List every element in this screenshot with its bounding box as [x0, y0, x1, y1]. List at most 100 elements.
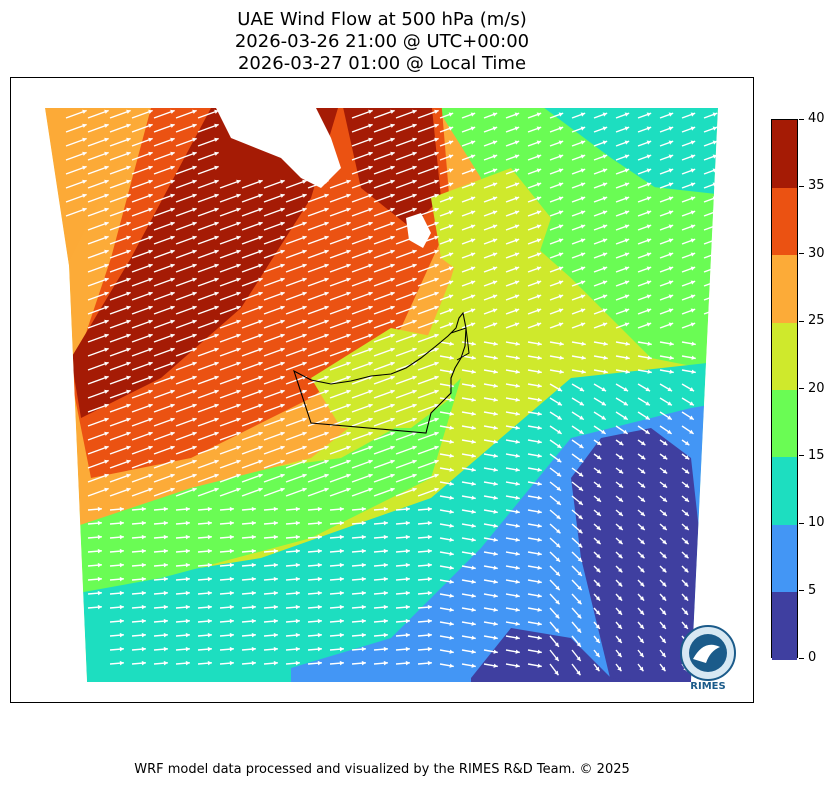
wind-arrow-head: [617, 666, 622, 672]
wind-arrow-head: [434, 347, 439, 352]
wind-arrow-head: [690, 294, 696, 299]
wind-arrow-head: [258, 445, 263, 450]
wind-arrow-head: [712, 224, 718, 229]
wind-arrow-head: [280, 445, 285, 450]
wind-arrow-head: [434, 431, 439, 436]
wind-arrow-head: [647, 369, 652, 374]
wind-arrow-head: [557, 429, 562, 434]
wind-arrow-head: [536, 140, 542, 145]
wind-arrow-head: [434, 221, 439, 226]
wind-arrow-head: [578, 529, 583, 534]
wind-arrow-head: [273, 646, 278, 652]
colorbar-tick-label: 30: [808, 245, 825, 261]
wind-arrow-head: [492, 224, 498, 229]
wind-arrow-head: [595, 610, 600, 615]
wind-arrow-head: [515, 355, 520, 360]
wind-arrow-head: [536, 182, 542, 187]
wind-arrow-head: [390, 207, 395, 212]
wind-arrow-head: [148, 319, 153, 324]
wind-arrow-head: [669, 369, 674, 374]
wind-arrow-head: [580, 112, 586, 117]
wind-arrow-head: [470, 238, 476, 243]
wind-arrow-head: [617, 567, 623, 573]
wind-arrow-head: [645, 387, 651, 392]
wind-arrow-head: [368, 123, 373, 128]
wind-arrow-head: [624, 182, 630, 187]
wind-arrow-head: [646, 210, 652, 215]
wind-arrow-head: [449, 565, 454, 570]
wind-arrow-head: [82, 137, 87, 142]
wind-arrow-head: [346, 459, 351, 464]
wind-arrow-head: [427, 520, 432, 526]
wind-arrow-head: [536, 308, 542, 313]
wind-arrow-head: [639, 596, 645, 601]
wind-arrow-head: [339, 534, 344, 540]
wind-arrow-head: [624, 308, 630, 313]
wind-arrow-head: [595, 652, 600, 658]
wind-arrow-head: [471, 537, 476, 542]
wind-arrow-head: [368, 487, 373, 492]
wind-arrow-head: [690, 182, 696, 187]
wind-arrow-head: [434, 151, 439, 156]
wind-arrow-head: [558, 182, 564, 187]
wind-arrow-head: [163, 590, 168, 596]
wind-arrow-head: [317, 562, 322, 568]
wind-arrow-head: [324, 459, 329, 464]
wind-arrow-head: [471, 481, 476, 486]
wind-arrow-head: [361, 506, 366, 512]
wind-arrow-head: [405, 632, 410, 638]
wind-arrow-head: [578, 443, 584, 449]
wind-arrow-head: [646, 224, 652, 229]
wind-arrow-head: [251, 548, 256, 554]
wind-arrow-head: [624, 280, 630, 285]
wind-arrow-head: [434, 403, 439, 408]
wind-arrow-head: [661, 567, 667, 573]
wind-arrow-head: [492, 182, 498, 187]
wind-arrow-head: [412, 193, 417, 198]
chart-title-line2: 2026-03-26 21:00 @ UTC+00:00: [234, 31, 530, 52]
wind-arrow-head: [214, 221, 219, 226]
wind-vectors: [65, 109, 718, 676]
wind-arrow-head: [368, 333, 373, 338]
wind-arrow-head: [229, 534, 234, 540]
wind-arrow-head: [148, 249, 153, 254]
wind-arrow-head: [295, 548, 300, 554]
wind-arrow-head: [170, 333, 175, 338]
wind-arrow-head: [427, 604, 432, 610]
wind-arrow-head: [324, 389, 329, 394]
wind-arrow-head: [339, 548, 344, 554]
wind-arrow-head: [148, 403, 153, 408]
wind-arrow-head: [280, 361, 285, 366]
wind-arrow-head: [646, 182, 652, 187]
wind-arrow-head: [412, 249, 417, 254]
wind-arrow-head: [405, 548, 410, 554]
wind-arrow-head: [192, 459, 197, 464]
wind-arrow-head: [207, 562, 212, 568]
wind-arrow-head: [493, 341, 498, 346]
wind-arrow-head: [515, 593, 520, 598]
wind-arrow-head: [412, 305, 417, 310]
wind-arrow-head: [581, 341, 586, 346]
colorbar-tick: [799, 388, 804, 389]
wind-arrow-head: [618, 483, 624, 488]
wind-arrow-head: [192, 445, 197, 450]
wind-arrow-head: [170, 431, 175, 436]
wind-arrow-head: [434, 179, 439, 184]
wind-arrow-head: [280, 347, 285, 352]
wind-arrow-head: [576, 656, 581, 661]
wind-arrow-head: [258, 487, 263, 492]
wind-arrow-head: [346, 347, 351, 352]
wind-arrow-head: [449, 411, 454, 416]
wind-arrow-head: [185, 576, 190, 582]
wind-arrow-head: [625, 341, 630, 346]
wind-arrow-head: [602, 182, 608, 187]
wind-arrow-head: [236, 375, 241, 380]
wind-arrow-head: [119, 632, 124, 638]
wind-arrow-head: [558, 210, 564, 215]
wind-arrow-head: [595, 624, 600, 629]
wind-arrow-head: [302, 221, 307, 226]
wind-arrow-head: [126, 207, 131, 212]
wind-arrow-head: [280, 319, 285, 324]
wind-arrow-head: [383, 646, 388, 652]
wind-arrow-head: [691, 369, 696, 374]
